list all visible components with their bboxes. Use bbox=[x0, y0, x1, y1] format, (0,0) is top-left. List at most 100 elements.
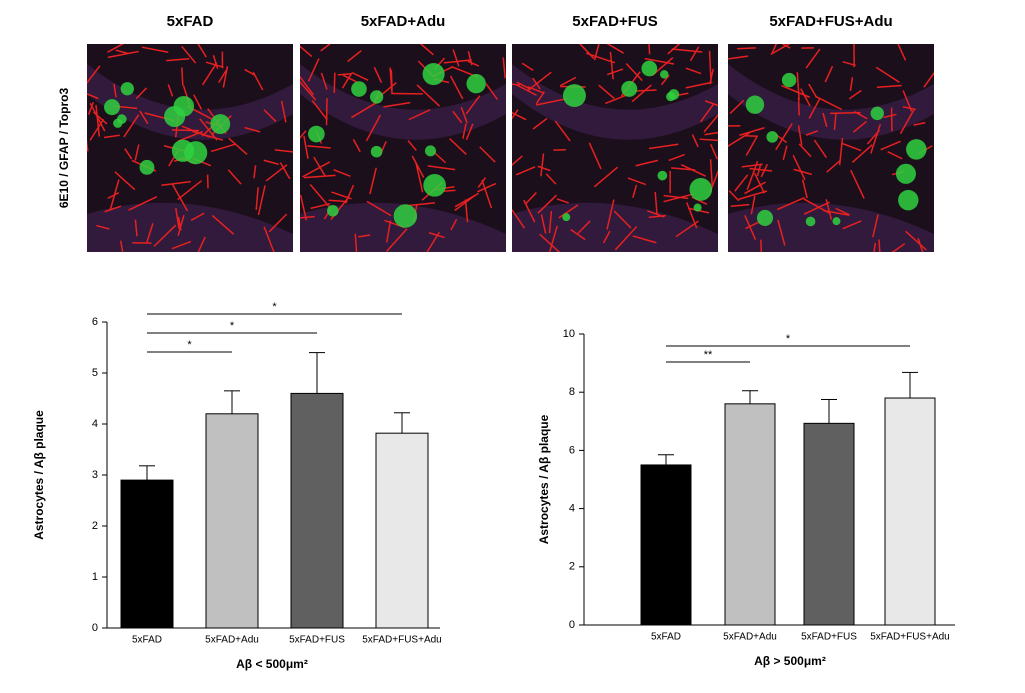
astrocyte-process bbox=[193, 94, 203, 110]
plaque bbox=[117, 114, 127, 124]
plaque bbox=[832, 217, 841, 226]
plaque bbox=[393, 204, 418, 228]
significance-label: * bbox=[272, 301, 277, 313]
astrocyte-process bbox=[333, 72, 336, 93]
astrocyte-process bbox=[548, 225, 558, 252]
astrocyte-process bbox=[776, 197, 805, 211]
astrocyte-process bbox=[135, 87, 147, 100]
astrocyte-process bbox=[781, 44, 791, 49]
astrocyte-process bbox=[341, 72, 353, 89]
astrocyte-process bbox=[801, 179, 808, 199]
astrocyte-process bbox=[704, 100, 718, 107]
astrocyte-process bbox=[848, 89, 862, 100]
astrocyte-process bbox=[342, 74, 358, 83]
astrocyte-process bbox=[771, 44, 777, 54]
astrocyte-process bbox=[512, 155, 523, 167]
astrocyte-process bbox=[280, 100, 287, 123]
x-tick-label: 5xFAD+FUS bbox=[801, 632, 857, 643]
astrocyte-process bbox=[745, 134, 758, 138]
astrocyte-process bbox=[644, 57, 675, 65]
astrocyte-process bbox=[263, 109, 277, 123]
x-tick-label: 5xFAD+Adu bbox=[205, 635, 259, 646]
plaque bbox=[424, 145, 436, 157]
plaque bbox=[657, 170, 668, 181]
astrocyte-process bbox=[739, 127, 765, 136]
astrocyte-process bbox=[274, 149, 293, 153]
astrocyte-process bbox=[512, 111, 527, 121]
astrocyte-process bbox=[803, 198, 831, 215]
astrocyte-process bbox=[263, 226, 275, 252]
astrocyte-process bbox=[689, 46, 700, 62]
y-tick-label: 4 bbox=[569, 503, 575, 515]
astrocyte-process bbox=[333, 168, 351, 178]
astrocyte-process bbox=[307, 58, 320, 82]
astrocyte-process bbox=[103, 134, 120, 139]
error-bar bbox=[902, 371, 918, 399]
astrocyte-process bbox=[728, 55, 749, 60]
astrocyte-process bbox=[588, 142, 602, 170]
astrocyte-process bbox=[177, 180, 202, 201]
astrocyte-process bbox=[467, 51, 473, 66]
astrocyte-process bbox=[124, 148, 133, 160]
astrocyte-process bbox=[691, 134, 699, 148]
error-bar bbox=[821, 398, 837, 424]
plaque bbox=[870, 106, 884, 121]
astrocyte-process bbox=[570, 228, 586, 241]
astrocyte-process bbox=[842, 220, 862, 230]
plaque bbox=[327, 205, 339, 217]
astrocyte-process bbox=[548, 210, 553, 234]
astrocyte-process bbox=[527, 85, 545, 94]
astrocyte-process bbox=[87, 101, 95, 115]
x-axis-label: Aβ < 500μm² bbox=[236, 657, 308, 671]
plaque bbox=[745, 95, 765, 114]
astrocyte-process bbox=[109, 179, 120, 210]
astrocyte-process bbox=[96, 224, 110, 230]
x-tick-label: 5xFAD bbox=[132, 635, 162, 646]
astrocyte-process bbox=[560, 76, 577, 87]
y-tick-label: 2 bbox=[569, 561, 575, 573]
astrocyte-process bbox=[89, 102, 106, 132]
astrocyte-process bbox=[875, 66, 900, 83]
astrocyte-process bbox=[175, 208, 180, 229]
astrocyte-process bbox=[177, 214, 185, 236]
astrocyte-process bbox=[481, 179, 493, 209]
astrocyte-process bbox=[523, 199, 536, 223]
plaque bbox=[120, 82, 134, 96]
astrocyte-process bbox=[609, 51, 614, 80]
astrocyte-process bbox=[540, 214, 547, 234]
astrocyte-process bbox=[177, 216, 182, 231]
astrocyte-process bbox=[181, 125, 211, 138]
astrocyte-process bbox=[876, 84, 902, 88]
astrocyte-process bbox=[202, 62, 218, 86]
astrocyte-process bbox=[467, 60, 480, 67]
astrocyte-process bbox=[923, 71, 934, 88]
astrocyte-process bbox=[383, 101, 411, 108]
astrocyte-process bbox=[307, 145, 331, 149]
astrocyte-process bbox=[303, 135, 309, 159]
astrocyte-process bbox=[699, 138, 718, 142]
astrocyte-process bbox=[515, 166, 536, 176]
astrocyte-process bbox=[741, 163, 763, 168]
astrocyte-process bbox=[667, 44, 681, 55]
x-tick-label: 5xFAD+Adu bbox=[723, 632, 777, 643]
astrocyte-process bbox=[593, 166, 619, 188]
astrocyte-process bbox=[465, 123, 474, 141]
significance-label: * bbox=[230, 320, 235, 332]
astrocyte-process bbox=[808, 98, 821, 119]
astrocyte-process bbox=[300, 130, 307, 139]
x-tick-label: 5xFAD+FUS bbox=[289, 635, 345, 646]
astrocyte-process bbox=[123, 114, 140, 138]
astrocyte-process bbox=[524, 192, 537, 205]
astrocyte-process bbox=[244, 126, 261, 133]
astrocyte-process bbox=[685, 81, 713, 89]
micrograph-content bbox=[728, 44, 934, 252]
y-axis-label: Astrocytes / Aβ plaque bbox=[537, 414, 551, 544]
panel-title: 5xFAD bbox=[167, 13, 214, 30]
astrocyte-process bbox=[365, 114, 382, 142]
astrocyte-process bbox=[115, 49, 128, 55]
astrocyte-process bbox=[852, 120, 867, 133]
astrocyte-process bbox=[668, 153, 685, 162]
astrocyte-process bbox=[708, 50, 712, 81]
astrocyte-process bbox=[134, 144, 140, 161]
astrocyte-process bbox=[227, 169, 242, 185]
